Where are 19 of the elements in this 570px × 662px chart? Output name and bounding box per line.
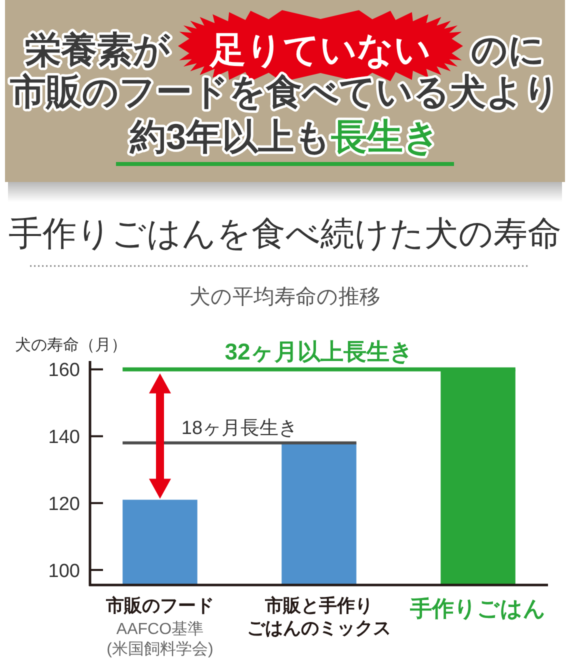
ref-line-label: 32ヶ月以上長生き xyxy=(224,338,414,365)
x-tick-label: 手作りごはん xyxy=(409,596,546,621)
y-tick-label: 120 xyxy=(48,494,80,515)
text: 市販のフードを食べている犬より xyxy=(10,70,560,112)
ref-line-label: 18ヶ月長生き xyxy=(181,418,298,439)
chart-title: 手作りごはんを食べ続けた犬の寿命 xyxy=(8,215,562,254)
y-axis-title: 犬の寿命（月） xyxy=(15,336,127,354)
text: 栄養素が xyxy=(25,28,171,70)
text: 長生き xyxy=(330,116,440,157)
text: 足りていない xyxy=(209,28,431,70)
y-tick-label: 100 xyxy=(48,560,80,582)
chart-subtitle: 犬の平均寿命の推移 xyxy=(190,286,380,309)
y-tick-label: 140 xyxy=(48,427,80,448)
x-tick-label: 市販と手作りごはんのミックス xyxy=(247,595,391,638)
x-tick-label: 市販のフード xyxy=(104,595,214,616)
text: 約3年以上も xyxy=(128,116,332,157)
y-tick-label: 160 xyxy=(48,360,80,382)
text: AAFCO基準 (米国飼料学会) xyxy=(106,620,214,658)
text: のに xyxy=(471,28,545,70)
